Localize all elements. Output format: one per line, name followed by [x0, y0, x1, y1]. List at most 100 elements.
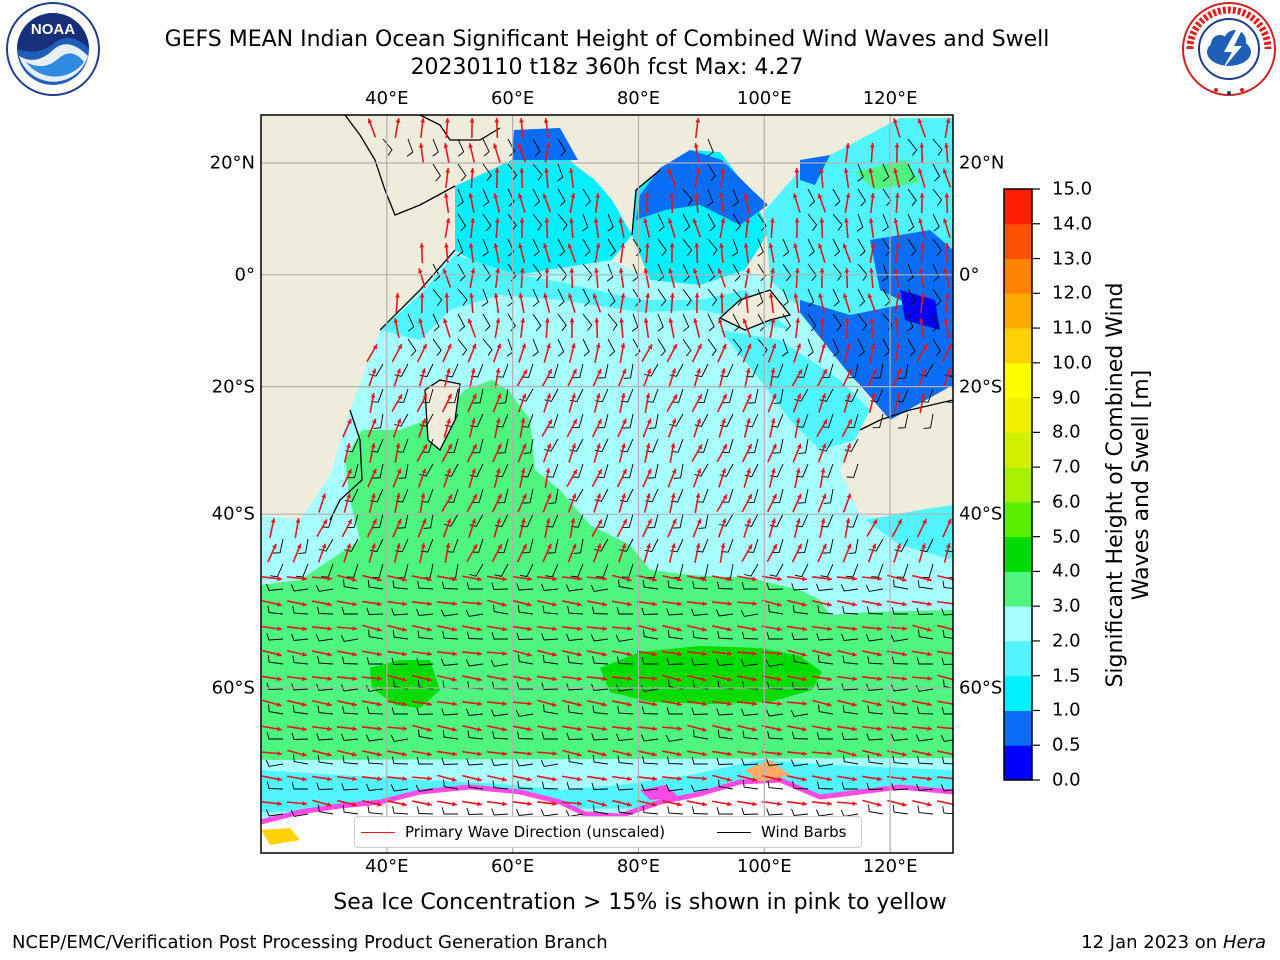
wave-arrowhead	[870, 193, 876, 198]
wind-barb	[365, 734, 384, 742]
wind-barb	[771, 363, 784, 378]
wave-arrowhead	[471, 468, 476, 474]
noaa-logo-text: NOAA	[31, 21, 75, 38]
wind-barb	[266, 781, 284, 790]
wave-arrowhead	[477, 651, 482, 656]
wind-barb	[441, 807, 458, 815]
wind-barb	[342, 805, 359, 815]
wave-arrowhead	[667, 168, 673, 174]
wind-barb	[843, 754, 859, 765]
wave-arrowhead	[547, 419, 552, 425]
colorbar-tick-label: 5.0	[1052, 526, 1081, 548]
wind-barb	[867, 755, 884, 765]
wave-arrowhead	[302, 726, 307, 732]
colorbar-tick-label: 12.0	[1052, 282, 1093, 304]
wind-barb	[316, 683, 334, 691]
wind-barb	[746, 538, 759, 553]
wave-arrowhead	[620, 343, 626, 348]
wind-barb	[757, 238, 764, 257]
wave-arrowhead	[921, 543, 926, 549]
wave-arrowhead	[677, 726, 682, 731]
wave-arrowhead	[877, 626, 882, 631]
wind-barb	[918, 629, 934, 640]
wave-arrowhead	[677, 751, 682, 757]
wind-barb	[557, 288, 565, 307]
wind-barb	[341, 607, 358, 615]
wind-barb	[882, 213, 889, 232]
wind-barb	[847, 413, 859, 428]
colorbar-cell	[1004, 640, 1032, 677]
wave-arrowhead	[870, 343, 876, 349]
wave-arrowhead	[427, 751, 432, 757]
wave-arrowhead	[944, 143, 949, 148]
wave-arrow	[936, 600, 953, 605]
wave-arrowhead	[352, 676, 357, 681]
wave-arrowhead	[695, 118, 701, 123]
lat-tick-left: 20°S	[211, 376, 255, 398]
wave-arrowhead	[944, 243, 950, 248]
wave-arrowhead	[418, 143, 424, 148]
wave-arrowhead	[397, 344, 402, 350]
wind-barb	[842, 606, 859, 615]
wind-barb	[342, 755, 359, 765]
wind-barb	[922, 563, 934, 578]
wave-arrowhead	[502, 651, 507, 656]
wave-arrowhead	[521, 343, 527, 349]
wave-arrowhead	[721, 418, 726, 424]
wave-arrowhead	[920, 243, 925, 248]
wind-barb	[419, 413, 434, 427]
wave-arrowhead	[620, 293, 626, 298]
wind-barb	[657, 238, 667, 257]
wave-arrowhead	[669, 193, 675, 198]
colorbar-tick-label: 0.0	[1052, 769, 1081, 791]
wave-arrowhead	[869, 268, 874, 273]
wave-arrowhead	[327, 626, 332, 631]
colorbar-cell	[1004, 536, 1032, 572]
wind-barb	[615, 634, 634, 642]
wind-barb	[718, 779, 734, 790]
wind-barb	[919, 363, 934, 377]
wave-arrowhead	[777, 676, 782, 682]
wind-barb	[572, 413, 584, 428]
wind-barb	[807, 238, 815, 257]
wind-barb	[493, 604, 509, 615]
wave-arrowhead	[846, 443, 852, 449]
wind-barb	[893, 579, 909, 590]
lat-tick-right: 0°	[959, 264, 980, 286]
wind-barb	[767, 731, 784, 740]
wind-barb	[773, 388, 784, 404]
wave-arrowhead	[577, 676, 582, 682]
wind-barb	[698, 513, 709, 529]
wind-barb	[891, 607, 908, 615]
wave-arrowhead	[395, 493, 401, 499]
wave-arrowhead	[544, 168, 549, 173]
wind-barb	[516, 583, 534, 591]
wave-arrowhead	[796, 443, 802, 449]
wave-arrowhead	[352, 651, 357, 657]
wind-barb	[691, 658, 709, 666]
wind-barb	[819, 388, 834, 402]
wind-barb	[516, 632, 534, 640]
wave-arrowhead	[526, 776, 532, 782]
wind-barb	[617, 706, 634, 715]
wave-arrowhead	[746, 468, 751, 474]
wind-barb	[707, 263, 716, 282]
wave-arrowhead	[447, 444, 452, 450]
wind-barb	[394, 413, 409, 427]
wave-arrowhead	[677, 776, 682, 781]
wind-barb	[857, 313, 868, 331]
wave-arrowhead	[596, 493, 602, 499]
wave-arrowhead	[422, 344, 427, 350]
wind-barb	[406, 138, 414, 157]
wave-arrowhead	[651, 801, 657, 807]
wind-barb	[642, 805, 659, 815]
wind-barb	[457, 288, 468, 306]
wind-barb	[697, 388, 709, 403]
wave-arrowhead	[596, 443, 601, 449]
wave-arrowhead	[493, 193, 498, 199]
wind-barb	[867, 705, 884, 715]
wave-arrowhead	[727, 576, 732, 582]
wind-barb	[907, 263, 914, 282]
wave-arrowhead	[495, 268, 501, 273]
wind-barb	[616, 783, 634, 791]
